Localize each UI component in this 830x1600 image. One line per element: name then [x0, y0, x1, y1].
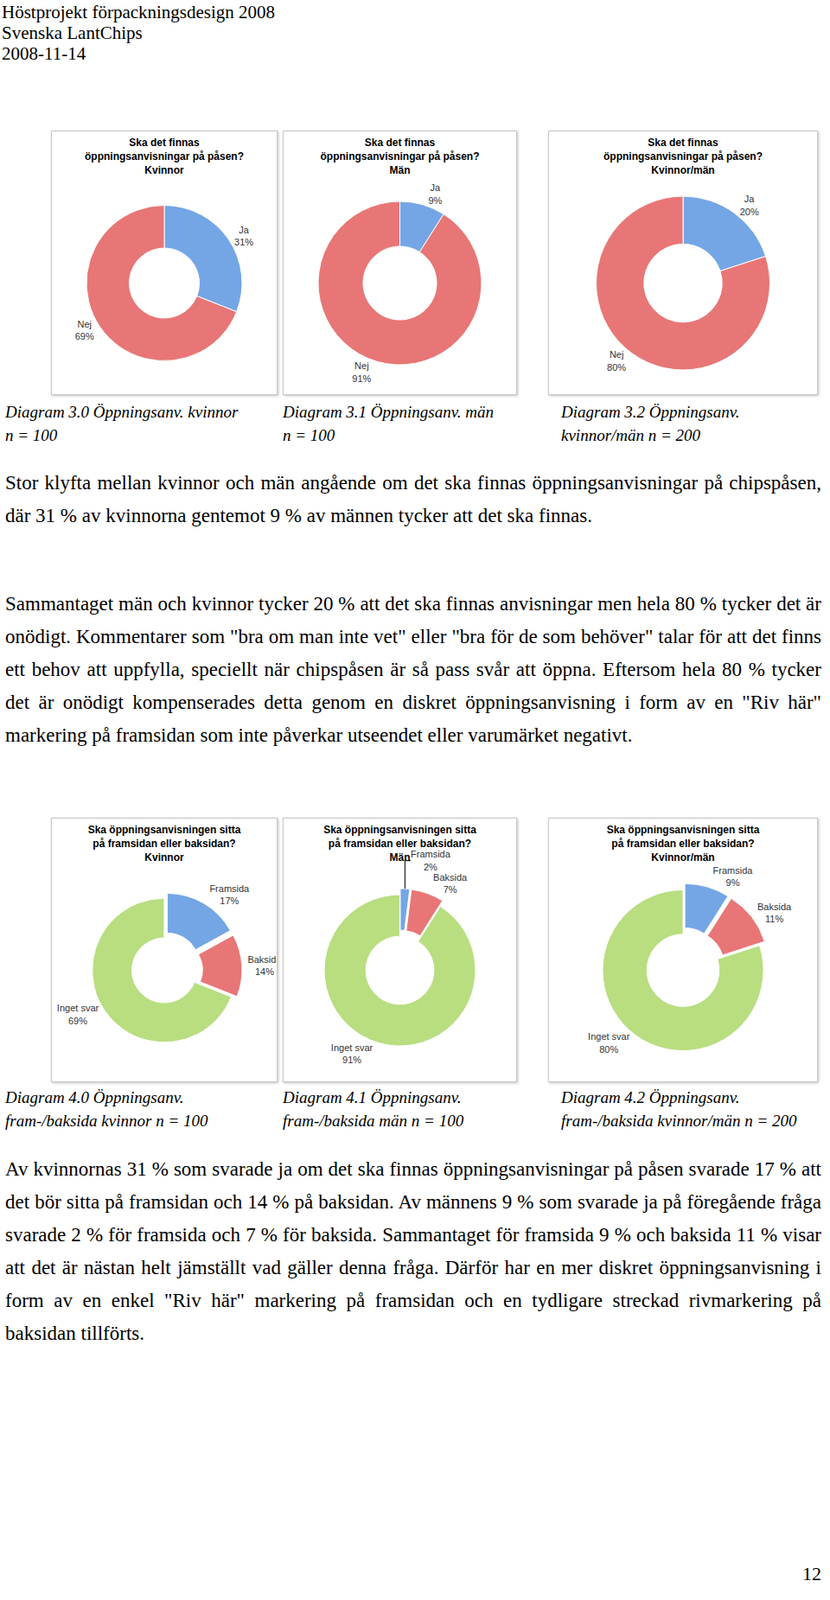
html-text:n = 100: n = 100 [5, 426, 58, 445]
svg-text:Nej91%: Nej91% [351, 360, 371, 384]
html-text:Sammantaget män och kvinnor ty: Sammantaget män och kvinnor tycker 20 % … [5, 593, 822, 747]
html-text:fram-/baksida kvinnor n = 100: fram-/baksida kvinnor n = 100 [5, 1111, 208, 1131]
svg-text:Ja20%: Ja20% [740, 193, 760, 217]
html-text:Svenska LantChips: Svenska LantChips [1, 22, 143, 44]
svg-text:Framsida9%: Framsida9% [713, 865, 754, 888]
html-text:Höstprojekt förpackningsdesign: Höstprojekt förpackningsdesign 2008 [1, 1, 276, 23]
html-text:2008-11-14: 2008-11-14 [1, 43, 86, 64]
html-text:Diagram 3.2 Öppningsanv.: Diagram 3.2 Öppningsanv. [561, 402, 740, 422]
svg-text:Ska öppningsanvisningen sittap: Ska öppningsanvisningen sittapå framsida… [88, 823, 242, 863]
html-text:Diagram 4.0 Öppningsanv.: Diagram 4.0 Öppningsanv. [5, 1088, 184, 1107]
html-text:Diagram 4.2 Öppningsanv.: Diagram 4.2 Öppningsanv. [561, 1088, 740, 1107]
html-text:fram-/baksida kvinnor/män n =: fram-/baksida kvinnor/män n = 200 [561, 1111, 797, 1131]
svg-text:Ska öppningsanvisningen sittap: Ska öppningsanvisningen sittapå framsida… [606, 823, 760, 863]
svg-text:Inget svar69%: Inget svar69% [57, 1002, 100, 1026]
html-text:Stor klyfta mellan kvinnor och: Stor klyfta mellan kvinnor och män angåe… [5, 472, 822, 527]
html-text:kvinnor/män n = 200: kvinnor/män n = 200 [561, 426, 701, 445]
svg-text:Ja9%: Ja9% [427, 182, 442, 205]
svg-text:Ska det finnasöppningsanvisnin: Ska det finnasöppningsanvisningar på pås… [603, 136, 763, 176]
svg-text:Ska det finnasöppningsanvisnin: Ska det finnasöppningsanvisningar på pås… [84, 136, 244, 176]
svg-text:Ska det finnasöppningsanvisnin: Ska det finnasöppningsanvisningar på pås… [319, 136, 479, 176]
html-text:Diagram 3.0 Öppningsanv. kvinn: Diagram 3.0 Öppningsanv. kvinnor [5, 402, 239, 422]
html-text:Diagram 3.1 Öppningsanv. män: Diagram 3.1 Öppningsanv. män [282, 402, 494, 422]
svg-text:Nej69%: Nej69% [75, 319, 95, 342]
html-text:fram-/baksida män n = 100: fram-/baksida män n = 100 [282, 1111, 464, 1131]
svg-text:Baksida11%: Baksida11% [757, 901, 792, 925]
svg-text:Ska öppningsanvisningen sittap: Ska öppningsanvisningen sittapå framsida… [323, 823, 477, 863]
svg-text:Framsida17%: Framsida17% [209, 883, 250, 907]
html-text:Av kvinnornas 31 % som svarade: Av kvinnornas 31 % som svarade ja om det… [5, 1158, 822, 1345]
html-text:12: 12 [802, 1563, 822, 1585]
html-text:Diagram 4.1 Öppningsanv.: Diagram 4.1 Öppningsanv. [282, 1088, 462, 1107]
svg-text:Nej80%: Nej80% [606, 349, 626, 372]
svg-text:Inget svar80%: Inget svar80% [587, 1031, 631, 1054]
html-text:n = 100: n = 100 [282, 426, 335, 445]
svg-text:Ja31%: Ja31% [234, 224, 254, 248]
svg-text:Inget svar91%: Inget svar91% [331, 1042, 374, 1066]
svg-text:Framsida2%: Framsida2% [410, 849, 452, 872]
svg-text:Baksida14%: Baksida14% [247, 954, 277, 977]
svg-text:Baksida7%: Baksida7% [433, 872, 468, 895]
